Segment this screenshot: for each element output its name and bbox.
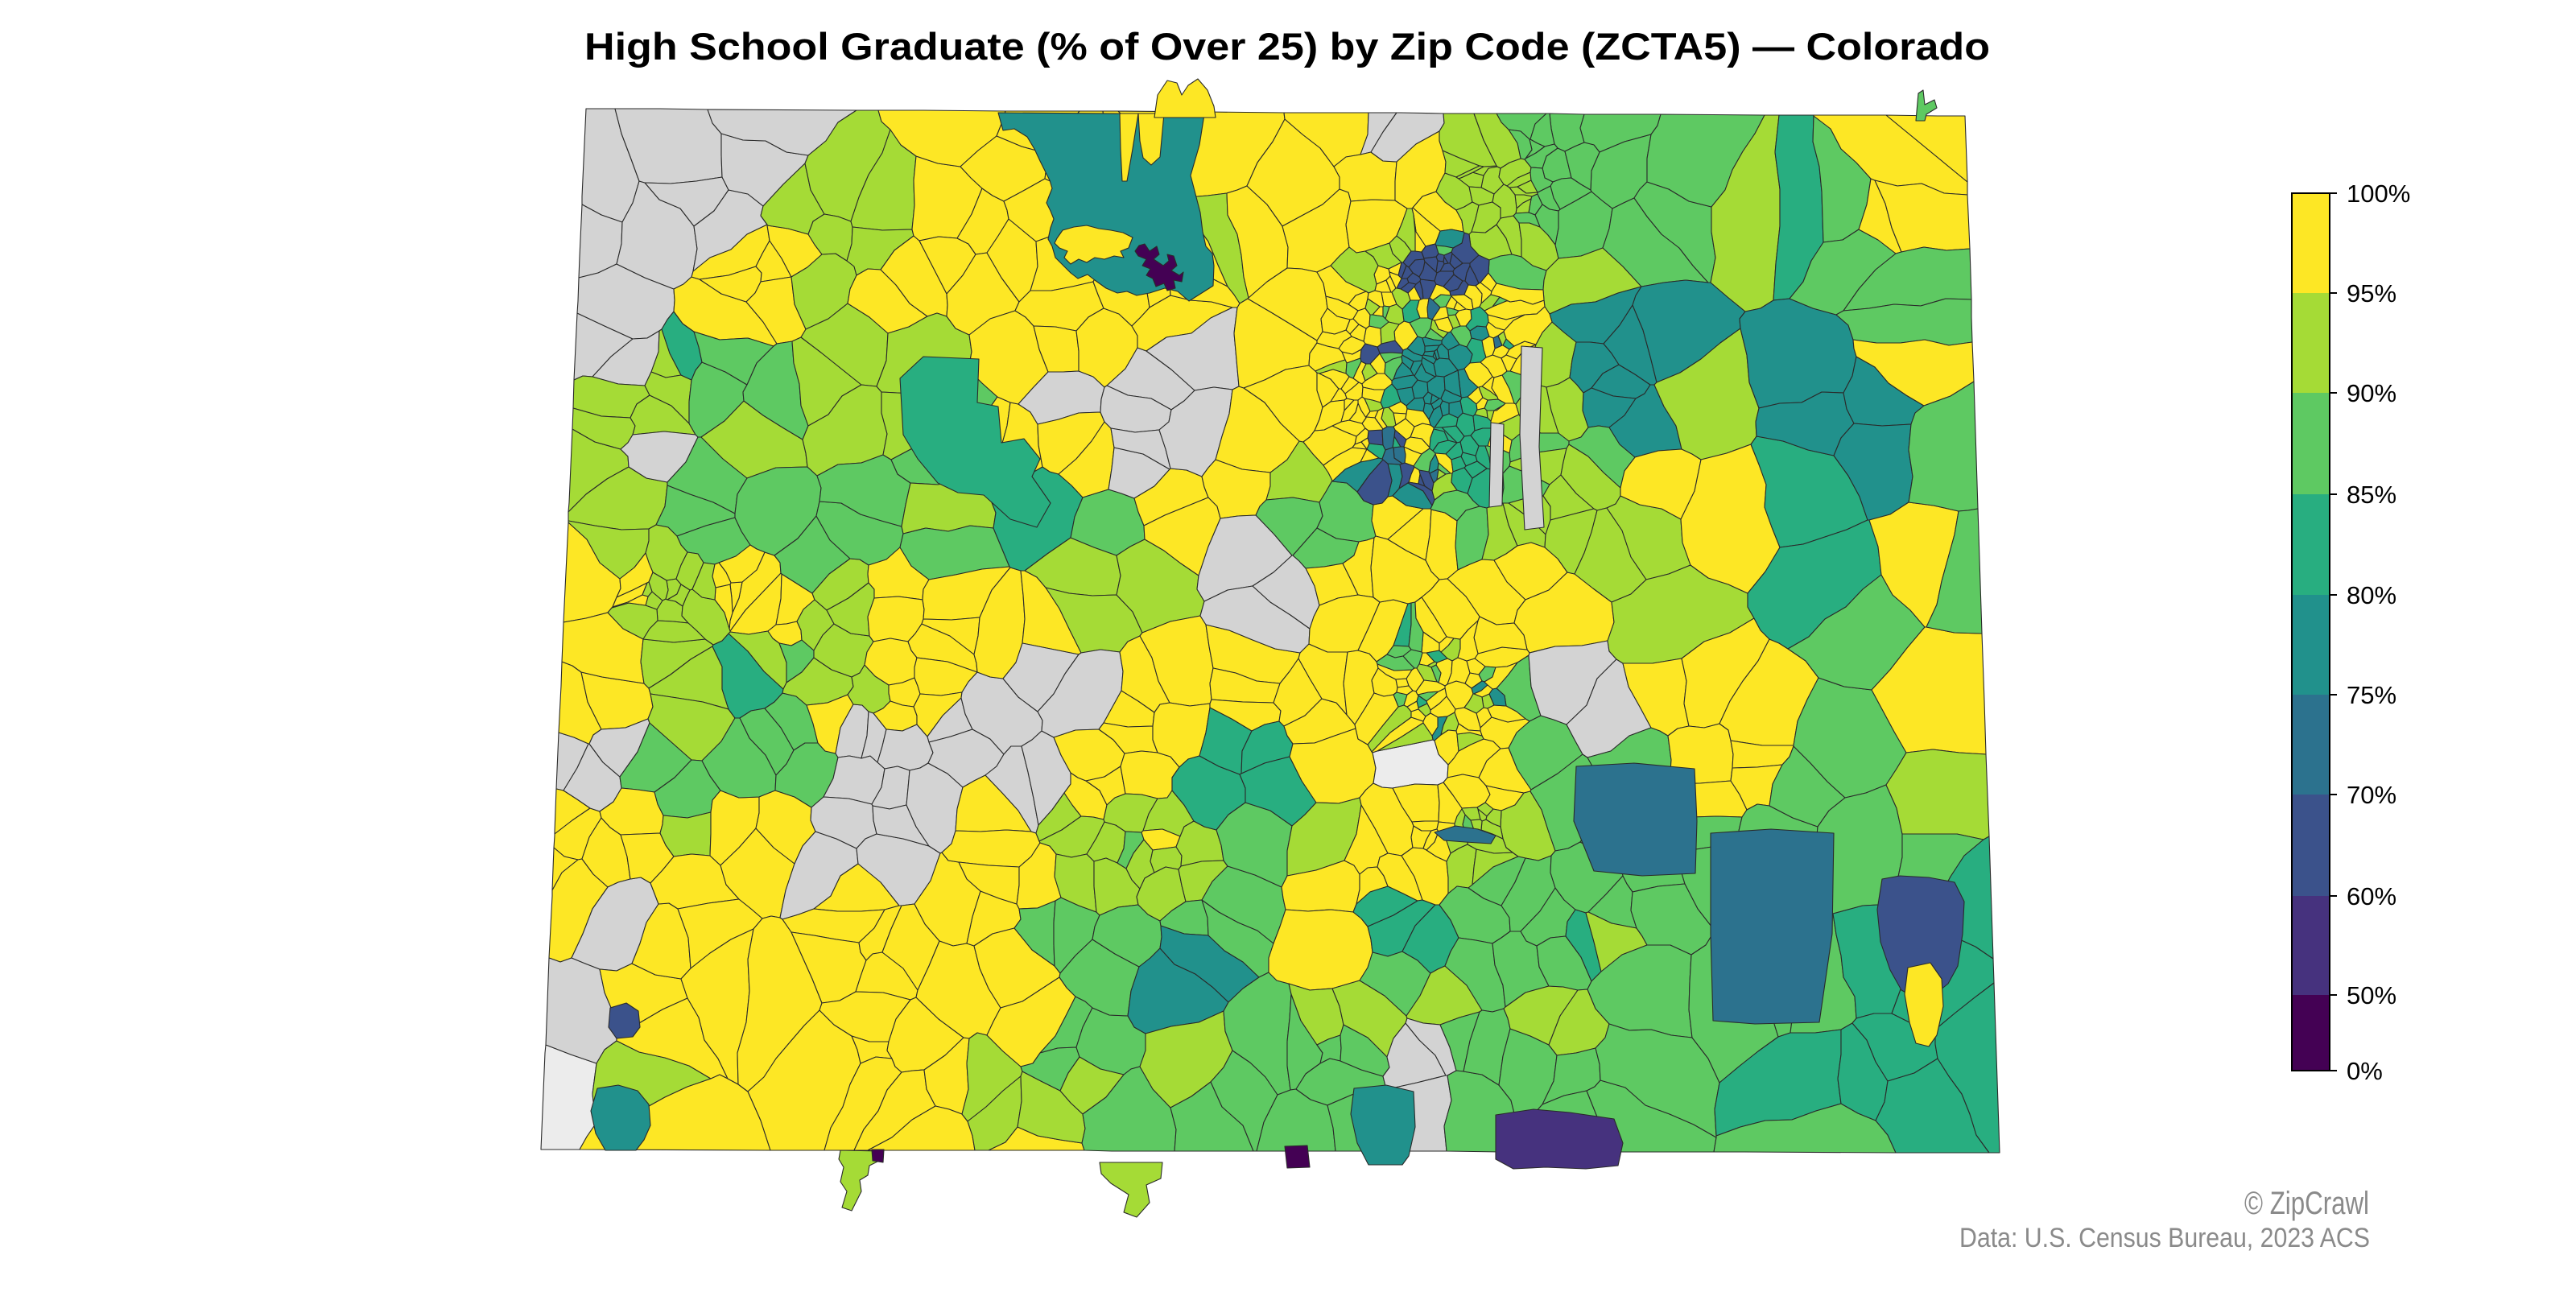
svg-text:80%: 80% — [2347, 581, 2396, 609]
svg-text:0%: 0% — [2347, 1057, 2383, 1085]
svg-text:90%: 90% — [2347, 379, 2396, 407]
svg-text:60%: 60% — [2347, 882, 2396, 910]
svg-text:High School Graduate (% of Ove: High School Graduate (% of Over 25) by Z… — [584, 25, 1990, 68]
svg-text:70%: 70% — [2347, 781, 2396, 809]
svg-text:95%: 95% — [2347, 279, 2396, 308]
svg-text:50%: 50% — [2347, 981, 2396, 1009]
svg-text:75%: 75% — [2347, 681, 2396, 709]
svg-text:100%: 100% — [2347, 180, 2410, 208]
svg-text:© ZipCrawl: © ZipCrawl — [2244, 1186, 2369, 1221]
svg-text:85%: 85% — [2347, 481, 2396, 509]
svg-text:Data: U.S. Census Bureau, 2023: Data: U.S. Census Bureau, 2023 ACS — [1959, 1223, 2370, 1253]
